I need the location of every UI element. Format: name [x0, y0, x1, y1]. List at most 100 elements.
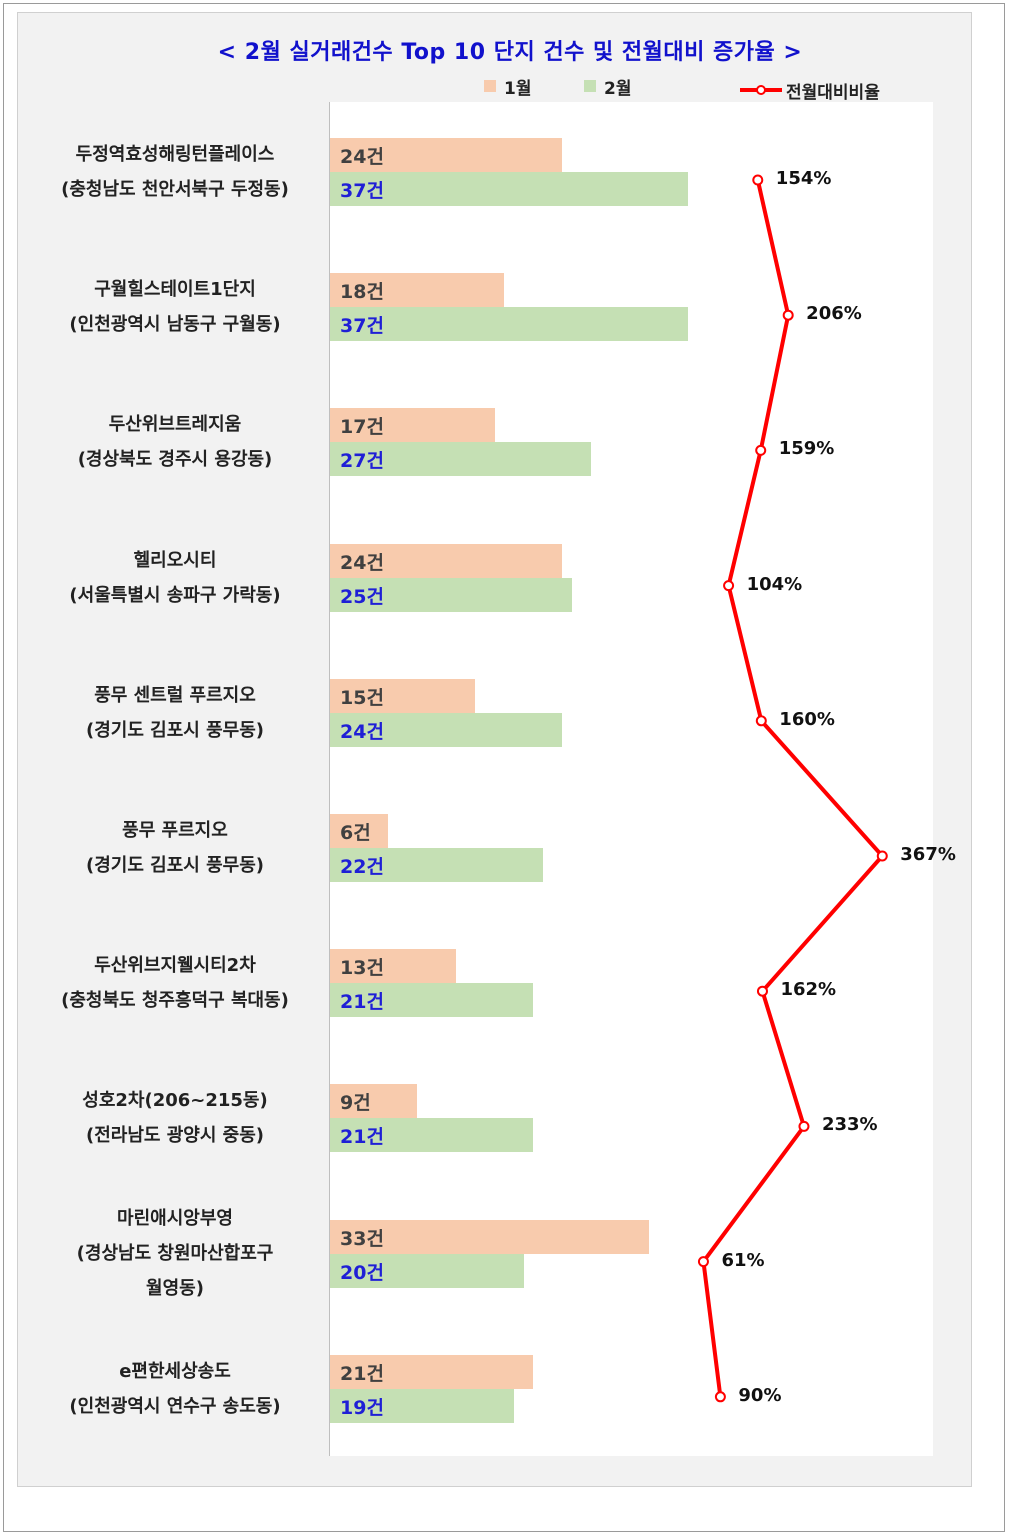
category-label: 두산위브지웰시티2차 (충청북도 청주흥덕구 복대동): [25, 948, 325, 1018]
bar-month2: [330, 307, 689, 342]
bar-month1: [330, 138, 563, 172]
category-location: (경기도 김포시 풍무동): [85, 719, 265, 741]
category-location: (경상북도 경주시 용강동): [77, 449, 273, 471]
bar-month2: [330, 172, 689, 206]
ratio-point: [755, 715, 767, 727]
bar-label-month2: 20건: [340, 1261, 384, 1284]
category-label: e편한세상송도 (인천광역시 연수구 송도동): [25, 1354, 325, 1424]
bar-label-month1: 9건: [340, 1092, 371, 1115]
ratio-point: [876, 850, 888, 862]
bar-month2: [330, 577, 572, 612]
category-name: 헬리오시티: [133, 549, 217, 571]
legend-swatch-jan: [484, 80, 496, 92]
bar-month1: [330, 543, 563, 578]
legend-label-feb: 2월: [604, 79, 632, 99]
category-location: (경상남도 창원마산합포구: [76, 1242, 274, 1264]
ratio-label: 159%: [778, 438, 835, 460]
ratio-point: [697, 1256, 709, 1268]
ratio-label: 233%: [821, 1114, 878, 1136]
ratio-point: [723, 580, 735, 592]
bar-label-month2: 27건: [340, 450, 384, 473]
bar-label-month1: 24건: [340, 551, 384, 574]
chart-title: < 2월 실거래건수 Top 10 단지 건수 및 전월대비 증가율 >: [217, 40, 803, 65]
legend-line-icon: [740, 85, 782, 95]
bar-month1: [330, 1354, 534, 1389]
bar-month2: [330, 1253, 524, 1288]
bar-label-month2: 24건: [340, 720, 384, 743]
ratio-point: [756, 985, 768, 997]
category-name: 두정역효성해링턴플레이스: [75, 144, 275, 165]
bar-label-month1: 18건: [340, 281, 384, 304]
ratio-point: [714, 1391, 726, 1403]
bar-label-month1: 13건: [340, 957, 384, 980]
bar-label-month2: 37건: [340, 180, 384, 202]
legend-label-ratio: 전월대비비율: [786, 83, 880, 103]
bar-label-month1: 33건: [340, 1227, 384, 1250]
bar-month2: [330, 1118, 534, 1153]
category-name: 성호2차(206~215동): [82, 1090, 268, 1112]
ratio-line: [701, 179, 885, 1398]
bar-label-month2: 25건: [340, 585, 384, 608]
bar-label-month1: 17건: [340, 416, 384, 439]
category-name: 마린애시앙부영: [117, 1207, 233, 1229]
legend-label-jan: 1월: [504, 79, 532, 99]
category-axis-line: [329, 102, 330, 1456]
category-location: (경기도 김포시 풍무동): [85, 855, 265, 876]
bar-month1: [330, 949, 456, 984]
bar-month2: [330, 712, 563, 747]
bar-label-month2: 21건: [340, 991, 384, 1014]
category-label: 구월힐스테이트1단지 (인천광역시 남동구 구월동): [25, 272, 325, 342]
category-label: 풍무 센트럴 푸르지오 (경기도 김포시 풍무동): [25, 678, 325, 748]
ratio-point: [755, 444, 767, 456]
category-location: (인천광역시 남동구 구월동): [69, 314, 281, 336]
bar-label-month1: 15건: [340, 686, 384, 709]
category-label: 두정역효성해링턴플레이스 (충청남도 천안서북구 두정동): [25, 137, 325, 207]
bar-month1: [330, 1219, 650, 1254]
category-location: (충청남도 천안서북구 두정동): [61, 179, 289, 200]
bar-month2: [330, 983, 534, 1018]
category-label: 두산위브트레지움 (경상북도 경주시 용강동): [25, 407, 325, 477]
ratio-label: 162%: [780, 979, 837, 1001]
ratio-label: 61%: [721, 1249, 765, 1271]
category-name: e편한세상송도: [119, 1360, 231, 1382]
ratio-label: 104%: [746, 573, 803, 595]
bar-month2: [330, 848, 543, 882]
category-label: 풍무 푸르지오 (경기도 김포시 풍무동): [25, 813, 325, 883]
bar-month1: [330, 1084, 418, 1119]
ratio-label: 367%: [900, 844, 956, 865]
bar-label-month2: 37건: [340, 315, 384, 338]
ratio-label: 154%: [775, 168, 832, 189]
ratio-point: [752, 174, 764, 186]
category-name: 두산위브지웰시티2차: [94, 955, 256, 977]
ratio-label: 206%: [806, 303, 862, 325]
bar-label-month2: 21건: [340, 1126, 384, 1149]
category-label: 성호2차(206~215동) (전라남도 광양시 중동): [25, 1083, 325, 1153]
ratio-label: 160%: [779, 708, 835, 730]
bar-month1: [330, 408, 495, 443]
category-location: 월영동): [146, 1277, 204, 1299]
category-name: 풍무 센트럴 푸르지오: [94, 684, 256, 706]
bar-label-month1: 21건: [340, 1362, 384, 1385]
category-name: 구월힐스테이트1단지: [94, 279, 256, 301]
ratio-point: [798, 1120, 810, 1132]
bar-label-month2: 19건: [340, 1396, 384, 1419]
bar-month2: [330, 442, 592, 477]
bar-month1: [330, 273, 505, 308]
category-location: (전라남도 광양시 중동): [85, 1125, 265, 1147]
category-name: 두산위브트레지움: [108, 414, 242, 436]
bar-month1: [330, 814, 389, 848]
bar-label-month1: 6건: [340, 822, 371, 844]
bar-label-month1: 24건: [340, 146, 384, 168]
ratio-point: [782, 309, 794, 321]
legend-swatch-feb: [584, 80, 596, 92]
category-location: (충청북도 청주흥덕구 복대동): [61, 990, 289, 1012]
category-label: 헬리오시티 (서울특별시 송파구 가락동): [25, 543, 325, 613]
ratio-label: 90%: [738, 1384, 782, 1406]
bar-month1: [330, 678, 476, 713]
category-name: 풍무 푸르지오: [122, 820, 228, 841]
category-location: (서울특별시 송파구 가락동): [69, 584, 281, 606]
category-location: (인천광역시 연수구 송도동): [69, 1395, 281, 1417]
bar-label-month2: 22건: [340, 856, 384, 878]
